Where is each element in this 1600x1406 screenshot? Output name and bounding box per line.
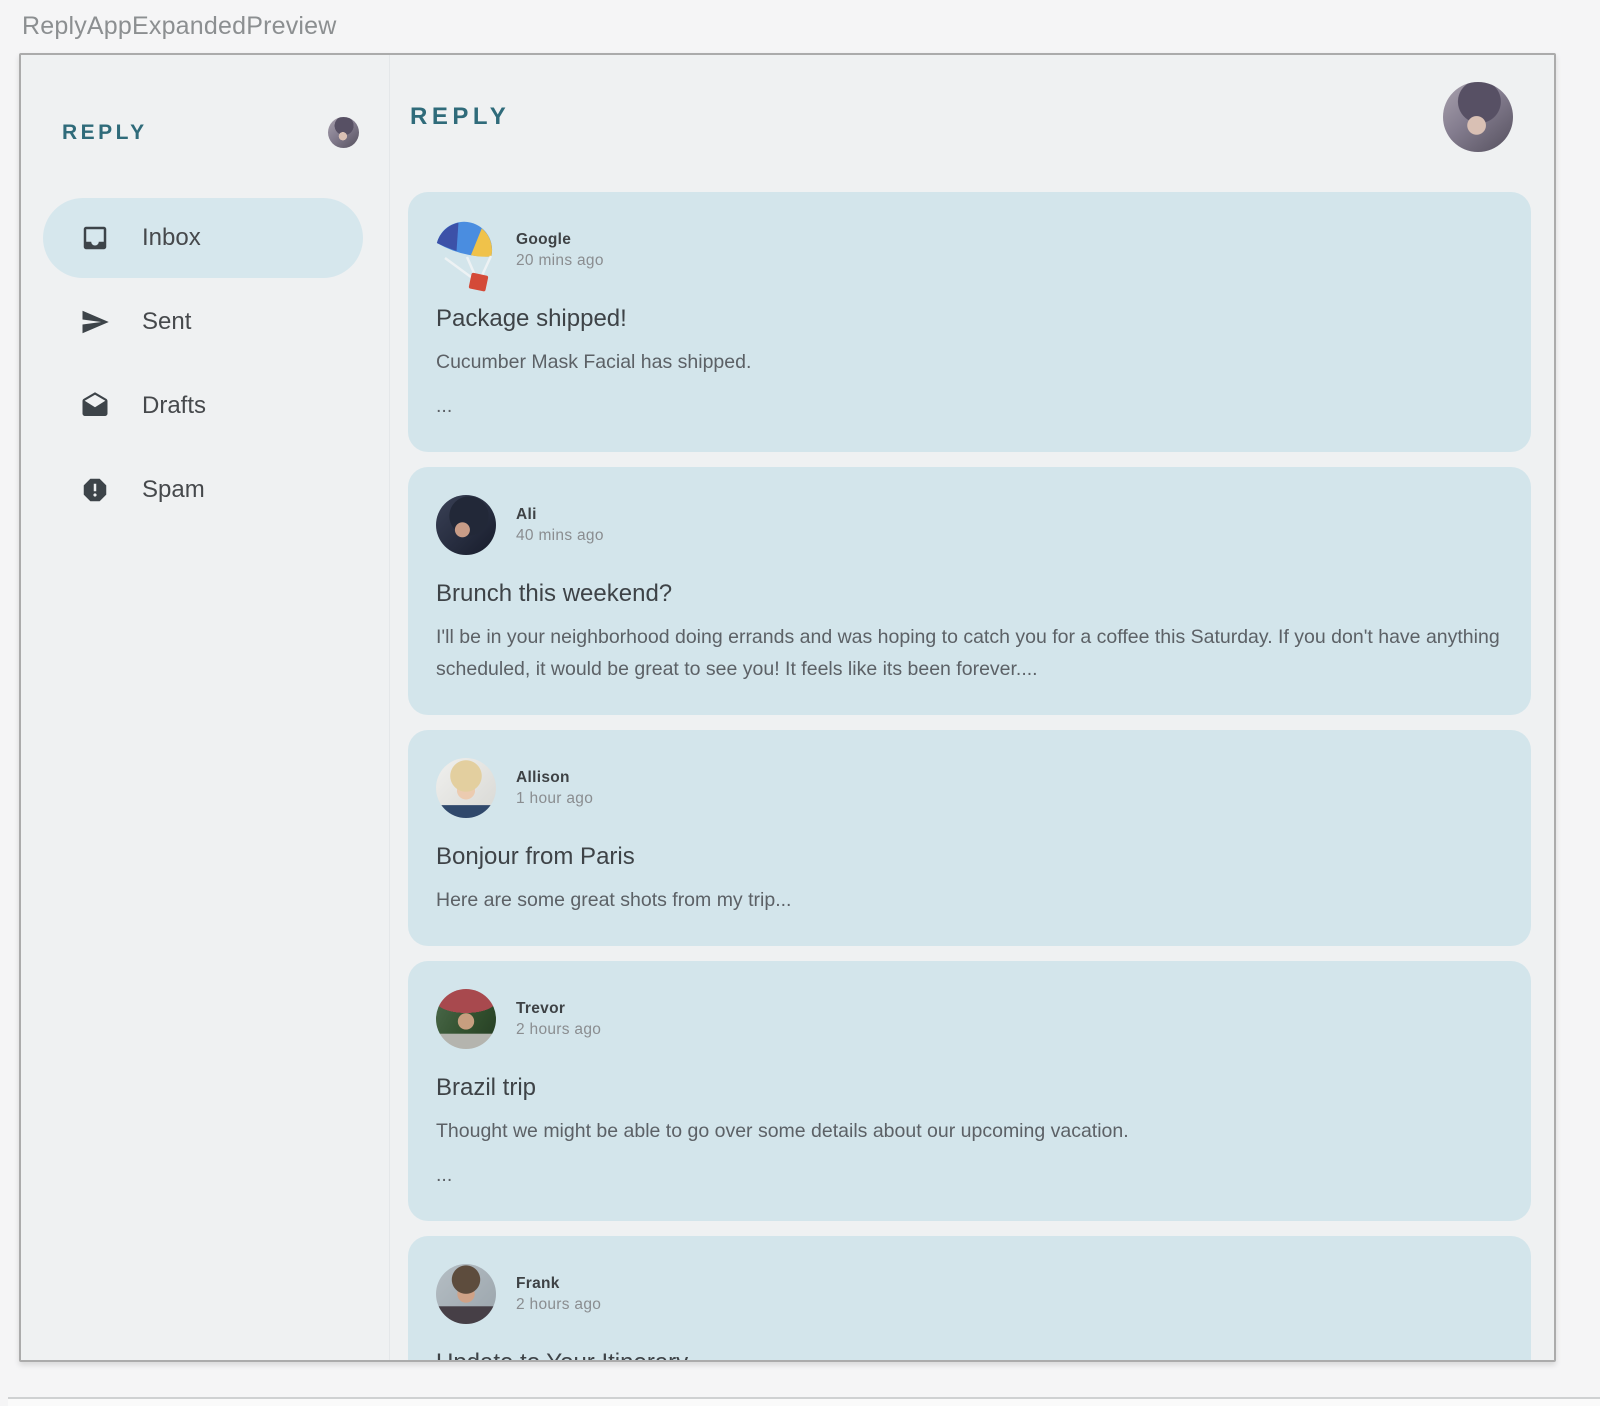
- email-list: Google 20 mins ago Package shipped! Cucu…: [408, 192, 1531, 1360]
- email-card[interactable]: Frank 2 hours ago Update to Your Itinera…: [408, 1236, 1531, 1360]
- sidebar-header: REPLY: [62, 117, 359, 148]
- sender-row: Trevor 2 hours ago: [436, 989, 1503, 1049]
- nav-item-inbox[interactable]: Inbox: [43, 198, 363, 278]
- email-subject: Update to Your Itinerary: [436, 1348, 1503, 1360]
- sender-avatar: [436, 220, 496, 292]
- profile-avatar[interactable]: [1443, 82, 1513, 152]
- email-body: I'll be in your neighborhood doing erran…: [436, 621, 1503, 685]
- drafts-icon: [80, 391, 110, 421]
- email-body-line: ...: [436, 395, 453, 417]
- email-card[interactable]: Trevor 2 hours ago Brazil trip Thought w…: [408, 961, 1531, 1221]
- sender-name: Trevor: [516, 999, 566, 1017]
- email-subject: Brazil trip: [436, 1074, 537, 1101]
- report-icon: [80, 475, 110, 505]
- nav-item-spam[interactable]: Spam: [43, 450, 363, 530]
- sender-row: Allison 1 hour ago: [436, 758, 1503, 818]
- sender-name: Ali: [516, 505, 537, 523]
- page-title: REPLY: [410, 103, 511, 130]
- navigation-rail: REPLY Inbox Sent Drafts Spam: [21, 55, 390, 1360]
- app-window: REPLY Inbox Sent Drafts Spam REPLY: [19, 53, 1556, 1362]
- google-parachute-icon: [436, 221, 493, 292]
- sender-avatar: [436, 1264, 496, 1324]
- nav-item-label: Inbox: [142, 224, 201, 251]
- email-body-line: I'll be in your neighborhood doing erran…: [436, 626, 1500, 680]
- email-timestamp: 2 hours ago: [516, 1020, 602, 1038]
- sender-name: Google: [516, 230, 572, 248]
- sender-row: Google 20 mins ago: [436, 220, 1503, 292]
- email-body: Cucumber Mask Facial has shipped....: [436, 346, 1503, 422]
- next-preview-edge: [8, 1397, 1600, 1406]
- sender-row: Frank 2 hours ago: [436, 1264, 1503, 1324]
- sender-meta: Allison 1 hour ago: [516, 758, 593, 818]
- email-timestamp: 1 hour ago: [516, 789, 594, 807]
- email-body-line: Here are some great shots from my trip..…: [436, 889, 792, 911]
- nav-item-drafts[interactable]: Drafts: [43, 366, 363, 446]
- email-body-line: ...: [436, 1164, 453, 1186]
- email-card[interactable]: Ali 40 mins ago Brunch this weekend? I'l…: [408, 467, 1531, 715]
- email-subject: Bonjour from Paris: [436, 843, 635, 870]
- nav-item-label: Drafts: [142, 392, 207, 419]
- inbox-icon: [80, 223, 110, 253]
- sender-avatar: [436, 495, 496, 555]
- email-body: Thought we might be able to go over some…: [436, 1115, 1503, 1191]
- email-timestamp: 20 mins ago: [516, 251, 604, 269]
- sender-meta: Frank 2 hours ago: [516, 1264, 601, 1324]
- email-subject: Brunch this weekend?: [436, 580, 673, 607]
- profile-avatar-small[interactable]: [328, 117, 359, 148]
- email-card[interactable]: Google 20 mins ago Package shipped! Cucu…: [408, 192, 1531, 452]
- nav-item-sent[interactable]: Sent: [43, 282, 363, 362]
- nav-list: Inbox Sent Drafts Spam: [21, 198, 389, 530]
- preview-title: ReplyAppExpandedPreview: [22, 12, 337, 40]
- sender-name: Allison: [516, 768, 570, 786]
- send-icon: [80, 307, 110, 337]
- sender-meta: Trevor 2 hours ago: [516, 989, 601, 1049]
- sender-avatar: [436, 758, 496, 818]
- email-body-line: Thought we might be able to go over some…: [436, 1120, 1129, 1142]
- sender-row: Ali 40 mins ago: [436, 495, 1503, 555]
- email-body: Here are some great shots from my trip..…: [436, 884, 1503, 916]
- nav-item-label: Spam: [142, 476, 205, 503]
- app-logo: REPLY: [62, 120, 148, 144]
- email-timestamp: 2 hours ago: [516, 1295, 602, 1313]
- sender-meta: Google 20 mins ago: [516, 220, 604, 280]
- email-timestamp: 40 mins ago: [516, 526, 604, 544]
- sender-name: Frank: [516, 1274, 560, 1292]
- email-body-line: Cucumber Mask Facial has shipped.: [436, 351, 752, 373]
- email-pane: REPLY Google 20 mins ago: [390, 55, 1554, 1360]
- email-card[interactable]: Allison 1 hour ago Bonjour from Paris He…: [408, 730, 1531, 946]
- sender-meta: Ali 40 mins ago: [516, 495, 604, 555]
- email-subject: Package shipped!: [436, 305, 627, 332]
- sender-avatar: [436, 989, 496, 1049]
- content-header: REPLY: [408, 55, 1531, 192]
- nav-item-label: Sent: [142, 308, 192, 335]
